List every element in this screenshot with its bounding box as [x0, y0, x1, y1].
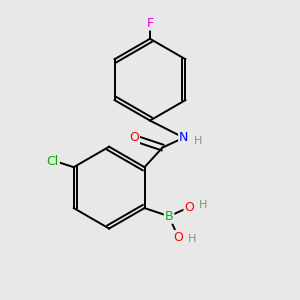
Text: O: O	[129, 131, 139, 144]
Text: O: O	[173, 231, 183, 244]
Text: H: H	[188, 234, 196, 244]
Text: N: N	[179, 131, 188, 144]
Text: O: O	[184, 201, 194, 214]
Text: H: H	[194, 136, 203, 146]
Text: F: F	[146, 16, 154, 30]
Text: H: H	[199, 200, 207, 211]
Text: B: B	[165, 210, 173, 223]
Text: Cl: Cl	[46, 155, 59, 168]
